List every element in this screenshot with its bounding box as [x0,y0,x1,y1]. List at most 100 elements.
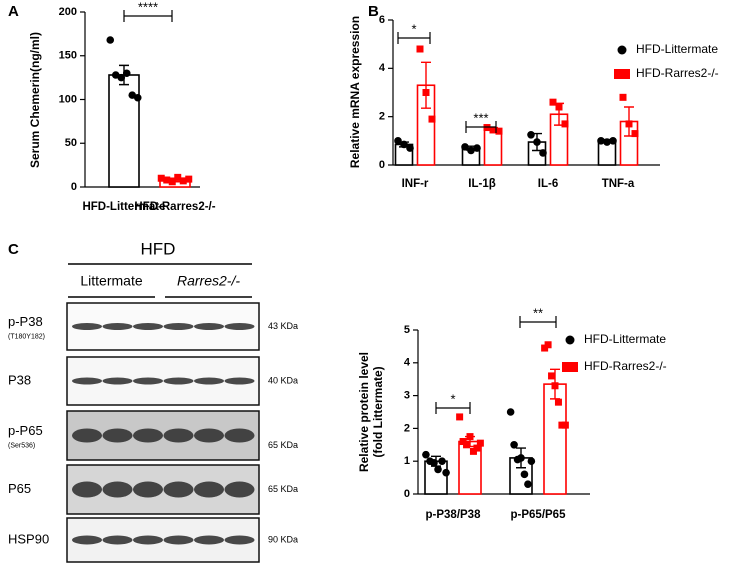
blot-band [224,428,255,443]
data-point [461,143,469,151]
y-tick-label: 200 [59,6,77,18]
data-point [174,173,182,181]
significance-bracket [519,316,557,328]
data-point [157,174,165,182]
y-tick-label: 4 [379,62,386,74]
blot-band [163,481,194,498]
data-point [539,149,547,157]
data-point [554,398,562,406]
data-point [631,130,639,138]
legend-label: HFD-Rarres2-/- [584,359,667,373]
data-point [619,93,627,101]
x-tick-label: HFD-Rarres2-/- [134,201,215,213]
data-point [442,468,450,477]
blot-band [133,428,163,443]
blot-band [194,377,224,385]
data-point [434,465,442,474]
data-point [406,144,414,152]
blot-row-sublabel: (Ser536) [8,442,35,449]
y-tick-label: 5 [404,324,410,336]
significance-bracket [465,121,497,133]
blot-band [224,481,255,498]
data-point [416,45,424,53]
significance-label: * [450,391,455,406]
significance-label: **** [138,0,158,14]
data-point [168,178,176,186]
data-point [527,457,536,466]
y-tick-label: 0 [379,159,385,171]
data-point [495,127,503,135]
blot-size: 65 KDa [268,440,298,450]
data-point [422,89,430,96]
data-point [506,408,515,416]
data-point [533,138,541,146]
blot-row-label: P38 [8,372,31,387]
data-point [133,93,142,102]
blot-row-label: p-P38 [8,314,43,329]
data-point [466,433,474,441]
blot-band [72,481,102,498]
blot-band [224,323,255,330]
x-tick-label: IL-6 [538,178,558,190]
significance-label: * [411,21,416,36]
x-tick-label: p-P38/P38 [426,509,482,521]
blot-band [102,377,133,385]
data-point [473,144,481,152]
blot-band [133,481,163,498]
data-point [551,382,559,390]
y-tick-label: 2 [379,111,385,123]
x-tick-label: IL-1β [468,178,495,190]
blot-row-label: HSP90 [8,531,49,546]
blot-band [194,535,224,545]
data-point [163,176,171,184]
data-point [597,137,605,145]
data-point [476,439,484,447]
data-point [400,140,408,149]
blot-row-label: p-P65 [8,423,43,438]
data-point [510,441,518,449]
blot-band [194,323,224,330]
data-point [544,341,552,349]
y-tick-label: 0 [71,181,77,193]
data-point [117,73,126,82]
y-tick-label: 150 [59,50,77,62]
blot-band [224,535,255,545]
blot-size: 40 KDa [268,375,298,385]
legend-marker [614,69,630,79]
data-point [430,459,438,467]
blot-band [163,428,194,443]
data-point [517,454,525,462]
data-point [548,372,556,380]
blot-band [133,323,163,330]
data-point [428,115,436,123]
blot-band [102,428,133,443]
blot-band [72,428,102,443]
y-tick-label: 2 [404,422,410,434]
blot-band [194,481,224,498]
significance-label: *** [473,110,488,125]
blot-title: HFD [141,239,176,258]
blot-band [163,323,194,330]
data-point [489,126,497,134]
blot-band [224,377,255,385]
legend-label: HFD-Rarres2-/- [636,66,719,80]
blot-group: Littermate [80,273,142,289]
significance-label: ** [533,305,543,320]
panel-label: B [368,3,379,20]
blot-row-label: P65 [8,481,31,496]
y-axis-label: Relative mRNA expression [348,16,362,168]
data-point [394,137,402,145]
data-point [524,480,532,488]
y-axis-label: Relative protein level [357,352,371,472]
data-point [473,444,481,452]
blot-band [163,535,194,545]
y-axis-label: Serum Chemerin(ng/ml) [28,32,42,168]
blot-band [72,377,102,385]
blot-band [133,377,163,385]
legend-marker [565,335,575,345]
panel-label: A [8,3,19,20]
blot-band [102,535,133,545]
legend-marker [617,45,627,55]
y-tick-label: 0 [404,488,410,500]
